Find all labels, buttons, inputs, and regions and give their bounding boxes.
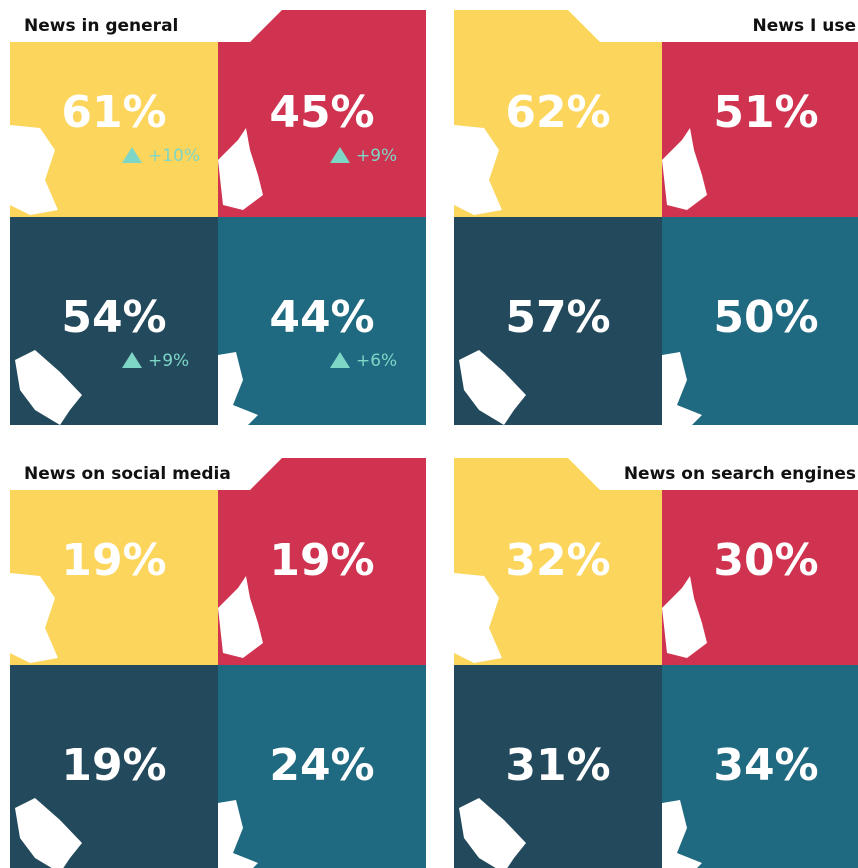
cell-yellow	[454, 458, 662, 665]
belgium-map	[459, 798, 526, 868]
rooster-icon	[218, 128, 263, 210]
panel-title: News in general	[24, 16, 178, 36]
cell-red	[218, 458, 426, 665]
up-triangle	[122, 352, 142, 368]
up-triangle	[330, 352, 350, 368]
cell-value: 50%	[713, 292, 818, 343]
cell-value: 32%	[505, 535, 610, 586]
cell-value: 62%	[505, 87, 610, 138]
lion-icon	[10, 573, 58, 663]
cell-change: +6%	[356, 351, 397, 371]
panel-title: News on social media	[24, 464, 231, 484]
cell-teal	[662, 665, 858, 868]
globe-icon	[218, 800, 258, 868]
cell-value: 34%	[713, 740, 818, 791]
globe-icon	[662, 352, 702, 425]
cell-value: 54%	[61, 292, 166, 343]
cell-value: 44%	[269, 292, 374, 343]
rooster-icon	[218, 576, 263, 658]
panel-title: News on search engines	[624, 464, 856, 484]
globe-icon	[218, 352, 258, 425]
globe-icon	[662, 800, 702, 868]
cell-change: +9%	[148, 351, 189, 371]
cell-teal	[218, 665, 426, 868]
cell-value: 30%	[713, 535, 818, 586]
up-triangle	[122, 147, 142, 163]
cell-value: 19%	[269, 535, 374, 586]
lion-icon	[454, 125, 502, 215]
lion-icon	[454, 573, 502, 663]
cell-value: 19%	[61, 535, 166, 586]
belgium-map	[15, 350, 82, 425]
rooster-icon	[662, 128, 707, 210]
cell-value: 24%	[269, 740, 374, 791]
cell-value: 57%	[505, 292, 610, 343]
cell-red	[218, 10, 426, 217]
belgium-map	[459, 350, 526, 425]
panel-title: News I use	[753, 16, 857, 36]
rooster-icon	[662, 576, 707, 658]
cell-teal	[662, 217, 858, 425]
cell-change: +9%	[356, 146, 397, 166]
lion-icon	[10, 125, 58, 215]
cell-value: 51%	[713, 87, 818, 138]
cell-yellow	[454, 10, 662, 217]
belgium-map	[15, 798, 82, 868]
up-triangle	[330, 147, 350, 163]
cell-value: 31%	[505, 740, 610, 791]
cell-value: 61%	[61, 87, 166, 138]
cell-value: 45%	[269, 87, 374, 138]
cell-value: 19%	[61, 740, 166, 791]
cell-teal	[218, 217, 426, 425]
cell-change: +10%	[148, 146, 200, 166]
